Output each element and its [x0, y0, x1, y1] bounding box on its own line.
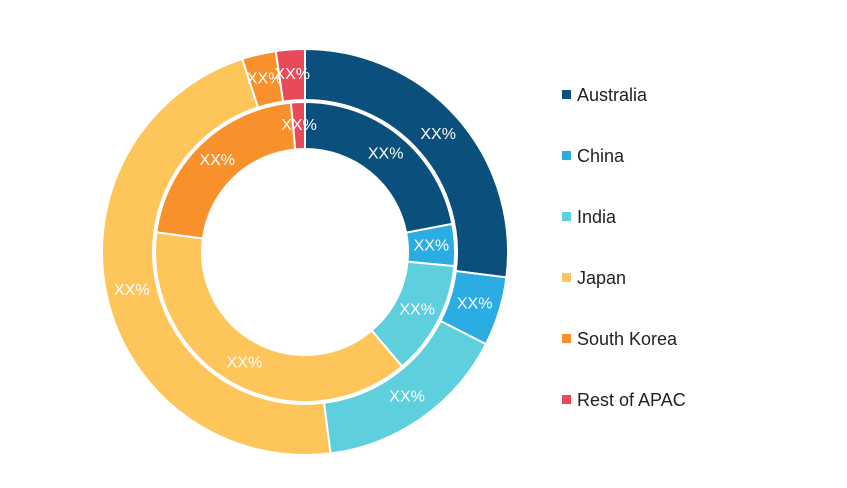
segment-label: XX%	[414, 237, 450, 254]
segment-label: XX%	[227, 354, 263, 371]
segment-label: XX%	[420, 126, 456, 143]
segment-label: XX%	[368, 146, 404, 163]
donut-segment	[154, 231, 404, 403]
segment-label: XX%	[281, 117, 317, 134]
legend-swatch	[562, 212, 571, 221]
segment-label: XX%	[274, 66, 310, 83]
segment-label: XX%	[199, 152, 235, 169]
legend-swatch	[562, 273, 571, 282]
donut-segment	[289, 100, 306, 151]
legend-label: Australia	[577, 85, 648, 105]
legend-swatch	[562, 395, 571, 404]
segment-label: XX%	[399, 302, 435, 319]
legend-label: China	[577, 146, 625, 166]
segment-label: XX%	[114, 282, 150, 299]
donut-segment	[274, 47, 306, 103]
segment-label: XX%	[389, 388, 425, 405]
legend-label: South Korea	[577, 329, 678, 349]
legend-label: India	[577, 207, 617, 227]
segment-label: XX%	[457, 295, 493, 312]
legend-label: Japan	[577, 268, 626, 288]
segment-label: XX%	[247, 70, 283, 87]
legend-swatch	[562, 334, 571, 343]
legend-swatch	[562, 151, 571, 160]
legend-label: Rest of APAC	[577, 390, 686, 410]
donut-segment	[101, 57, 332, 456]
legend-swatch	[562, 90, 571, 99]
